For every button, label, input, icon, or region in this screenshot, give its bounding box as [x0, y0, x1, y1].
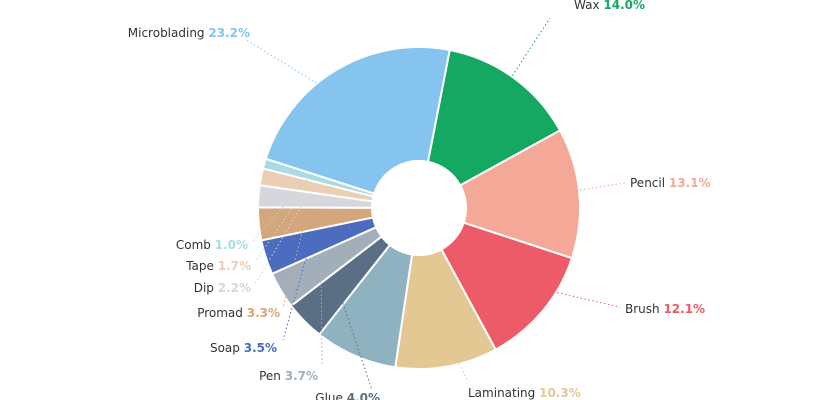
slice-pencil — [458, 129, 581, 260]
leader-line-microblading — [245, 39, 362, 111]
slices-group — [256, 46, 581, 370]
slice-label-microblading: Microblading 23.2% — [128, 26, 250, 40]
leader-line-comb — [251, 176, 310, 243]
leader-line-dip — [254, 199, 306, 285]
leader-line-soap — [282, 242, 311, 341]
slice-microblading — [264, 46, 451, 195]
slice-label-comb: Comb 1.0% — [176, 238, 248, 252]
leader-line-brush — [506, 280, 621, 308]
slice-label-promad: Promad 3.3% — [197, 306, 280, 320]
leader-line-wax — [485, 17, 551, 117]
slice-label-glue: Glue 4.0% — [315, 391, 380, 400]
slice-brush — [440, 221, 574, 351]
slice-label-tape: Tape 1.7% — [185, 259, 251, 273]
slice-wax — [426, 48, 562, 187]
slice-label-laminating: Laminating 10.3% — [468, 386, 581, 400]
leader-line-laminating — [438, 320, 469, 383]
slice-label-dip: Dip 2.2% — [194, 281, 251, 295]
slice-label-pencil: Pencil 13.1% — [630, 176, 711, 190]
leader-line-promad — [282, 219, 307, 308]
slice-label-pen: Pen 3.7% — [259, 369, 318, 383]
slice-label-soap: Soap 3.5% — [210, 341, 277, 355]
slice-label-wax: Wax 14.0% — [574, 0, 645, 12]
leader-lines-group — [245, 17, 626, 391]
slice-label-brush: Brush 12.1% — [625, 302, 705, 316]
leader-line-tape — [254, 185, 308, 263]
labels-group: Wax 14.0% Pencil 13.1% Brush 12.1% Laminati… — [128, 0, 711, 400]
leader-line-pen — [320, 266, 323, 366]
